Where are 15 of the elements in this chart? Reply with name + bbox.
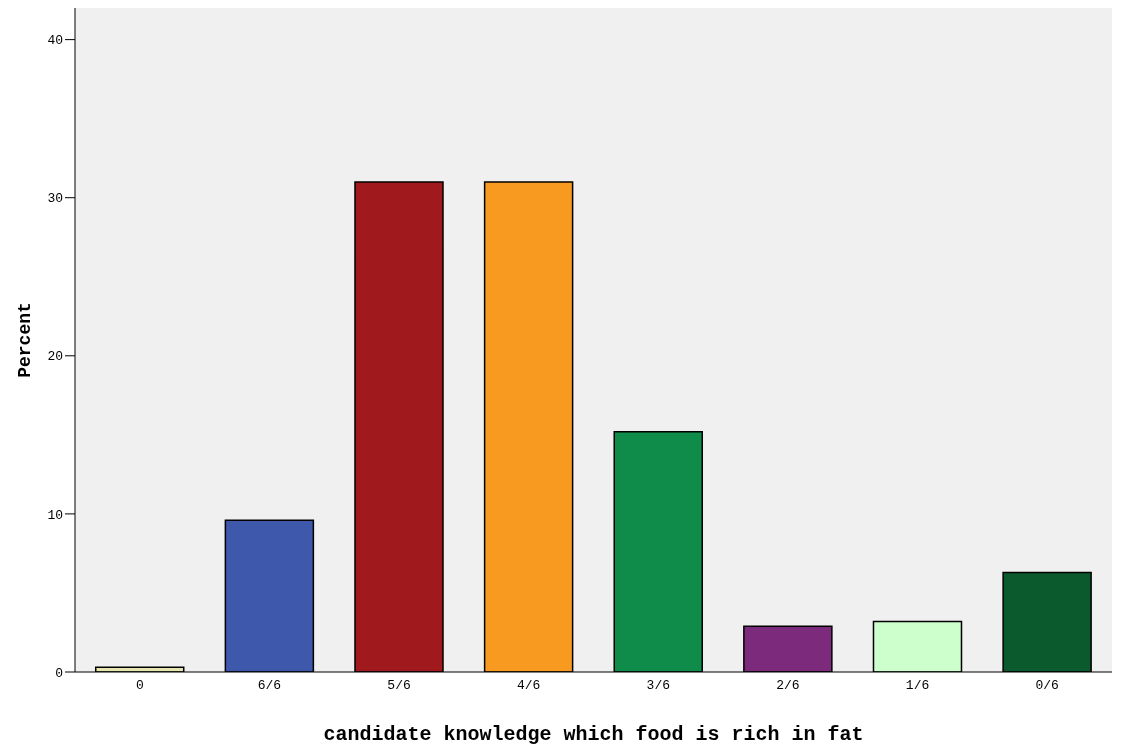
x-tick-label: 3/6 bbox=[646, 678, 671, 694]
y-tick-label: 10 bbox=[47, 507, 63, 523]
x-tick-label: 6/6 bbox=[257, 678, 282, 694]
x-tick-label: 0 bbox=[135, 678, 144, 694]
x-tick-label: 5/6 bbox=[387, 678, 411, 694]
x-tick-label: 1/6 bbox=[905, 678, 930, 694]
x-tick-label: 0/6 bbox=[1035, 678, 1059, 694]
x-tick-label: 2/6 bbox=[776, 678, 800, 694]
y-tick-label: 30 bbox=[47, 191, 63, 207]
y-tick-label: 20 bbox=[47, 349, 63, 365]
x-tick-label: 4/6 bbox=[516, 678, 541, 694]
x-axis-title: candidate knowledge which food is rich in fat bbox=[323, 723, 864, 746]
y-tick-label: 40 bbox=[47, 33, 63, 49]
y-axis-title: Percent bbox=[15, 302, 36, 378]
y-tick-label: 0 bbox=[55, 665, 63, 681]
